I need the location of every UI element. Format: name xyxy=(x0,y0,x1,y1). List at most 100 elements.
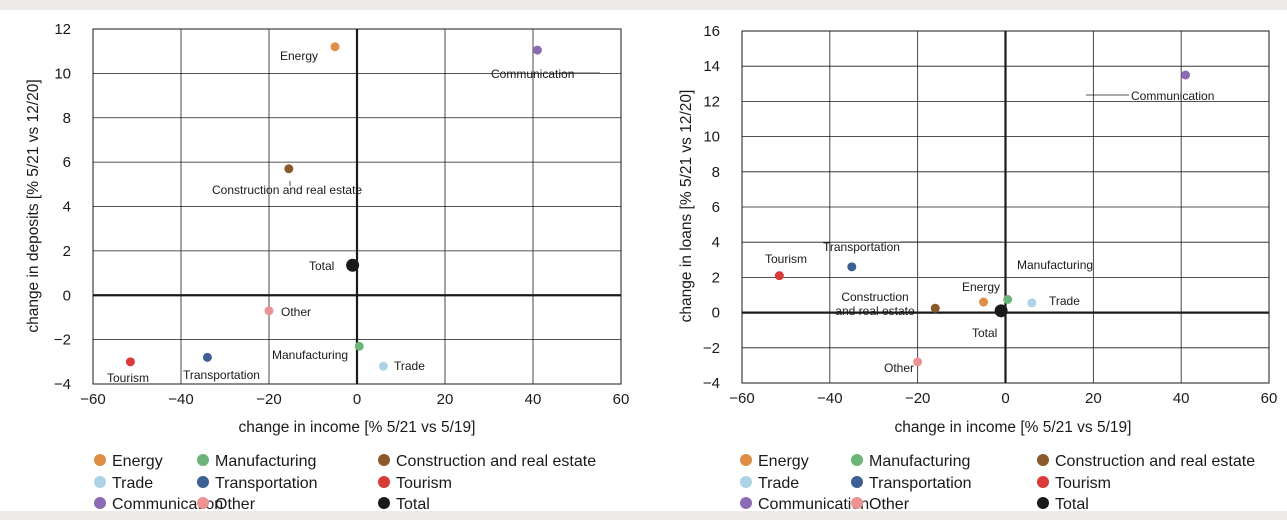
legend-label-tourism: Tourism xyxy=(1055,475,1111,492)
legend-marker-transportation xyxy=(851,476,863,488)
legend-marker-manufacturing xyxy=(851,454,863,466)
legend-label-communication: Communication xyxy=(112,496,223,513)
x-tick-label: −60 xyxy=(729,390,754,407)
point-communication xyxy=(1181,70,1191,80)
point-label-other: Other xyxy=(884,361,914,375)
legend-marker-manufacturing xyxy=(197,454,209,466)
legend-marker-energy xyxy=(740,454,752,466)
legend-label-construction-and-real-estate: Construction and real estate xyxy=(396,453,596,470)
y-tick-label: 0 xyxy=(712,305,720,322)
legend-marker-trade xyxy=(740,476,752,488)
legend-label-trade: Trade xyxy=(758,475,799,492)
legend-marker-construction-and-real-estate xyxy=(1037,454,1049,466)
legend-marker-communication xyxy=(94,497,106,509)
point-energy xyxy=(330,42,340,52)
legend-marker-other xyxy=(851,497,863,509)
point-other xyxy=(913,357,923,367)
point-label-transportation: Transportation xyxy=(183,368,260,382)
y-tick-label: 14 xyxy=(703,58,720,75)
point-label-trade: Trade xyxy=(394,359,425,373)
point-energy xyxy=(979,297,989,307)
x-axis-title: change in income [% 5/21 vs 5/19] xyxy=(895,419,1132,436)
y-tick-label: 0 xyxy=(63,287,71,304)
point-transportation xyxy=(202,352,212,362)
x-tick-label: −60 xyxy=(80,391,105,408)
y-tick-label: −4 xyxy=(703,375,720,392)
point-label-construction-and-real-estate: Construction and real estate xyxy=(835,290,915,318)
y-tick-label: 4 xyxy=(712,234,720,251)
bottom-band xyxy=(0,511,1287,520)
y-axis-title: change in loans [% 5/21 vs 12/20] xyxy=(678,90,695,323)
legend-label-transportation: Transportation xyxy=(869,475,972,492)
x-tick-label: 60 xyxy=(613,391,630,408)
y-tick-label: 16 xyxy=(703,23,720,40)
legend-label-manufacturing: Manufacturing xyxy=(215,453,316,470)
y-tick-label: 10 xyxy=(703,129,720,146)
top-band xyxy=(0,0,1287,10)
x-tick-label: 0 xyxy=(353,391,361,408)
y-tick-label: 6 xyxy=(712,199,720,216)
y-tick-label: 8 xyxy=(63,110,71,127)
x-tick-label: 40 xyxy=(525,391,542,408)
legend-marker-other xyxy=(197,497,209,509)
legend-label-energy: Energy xyxy=(112,453,163,470)
legend-label-trade: Trade xyxy=(112,475,153,492)
point-label-transportation: Transportation xyxy=(823,240,900,254)
point-construction-and-real-estate xyxy=(930,303,940,313)
y-tick-label: 10 xyxy=(54,65,71,82)
point-construction-and-real-estate xyxy=(284,164,294,174)
point-label-communication: Communication xyxy=(1131,89,1214,103)
x-tick-label: −40 xyxy=(168,391,193,408)
x-tick-label: 60 xyxy=(1261,390,1278,407)
y-tick-label: −2 xyxy=(54,332,71,349)
x-axis-title: change in income [% 5/21 vs 5/19] xyxy=(239,419,476,436)
y-axis-title: change in deposits [% 5/21 vs 12/20] xyxy=(25,79,42,332)
point-label-total: Total xyxy=(309,259,334,273)
legend-marker-total xyxy=(378,497,390,509)
point-label-manufacturing: Manufacturing xyxy=(1017,258,1093,272)
point-total xyxy=(346,258,360,272)
legend-label-transportation: Transportation xyxy=(215,475,318,492)
point-trade xyxy=(1027,298,1037,308)
x-tick-label: 0 xyxy=(1001,390,1009,407)
point-label-total: Total xyxy=(972,326,997,340)
x-tick-label: 20 xyxy=(437,391,454,408)
legend-label-other: Other xyxy=(215,496,256,513)
y-tick-label: 2 xyxy=(712,269,720,286)
legend-marker-transportation xyxy=(197,476,209,488)
legend: Energy Manufacturing Construction and real… xyxy=(740,453,1255,513)
point-label-trade: Trade xyxy=(1049,294,1080,308)
y-tick-label: 2 xyxy=(63,243,71,260)
point-tourism xyxy=(125,357,135,367)
point-label-communication: Communication xyxy=(491,67,574,81)
point-tourism xyxy=(774,271,784,281)
legend-marker-communication xyxy=(740,497,752,509)
point-trade xyxy=(378,361,388,371)
point-communication xyxy=(532,45,542,55)
point-label-energy: Energy xyxy=(280,49,318,63)
x-tick-label: −40 xyxy=(817,390,842,407)
legend-marker-total xyxy=(1037,497,1049,509)
y-tick-label: 12 xyxy=(54,21,71,38)
y-tick-label: 4 xyxy=(63,199,71,216)
legend-label-tourism: Tourism xyxy=(396,475,452,492)
legend-label-communication: Communication xyxy=(758,496,869,513)
y-tick-label: −4 xyxy=(54,376,71,393)
y-tick-label: 12 xyxy=(703,93,720,110)
y-tick-label: 8 xyxy=(712,164,720,181)
legend-marker-tourism xyxy=(1037,476,1049,488)
legend-label-other: Other xyxy=(869,496,910,513)
point-transportation xyxy=(847,262,857,272)
point-label-energy: Energy xyxy=(962,280,1000,294)
x-tick-label: 40 xyxy=(1173,390,1190,407)
point-manufacturing xyxy=(1003,294,1013,304)
point-label-tourism: Tourism xyxy=(107,371,149,385)
legend-label-total: Total xyxy=(1055,496,1089,513)
point-other xyxy=(264,306,274,316)
point-label-construction-and-real-estate: Construction and real estate xyxy=(212,183,362,197)
point-label-other: Other xyxy=(281,305,311,319)
legend-marker-energy xyxy=(94,454,106,466)
legend-marker-trade xyxy=(94,476,106,488)
point-manufacturing xyxy=(354,341,364,351)
